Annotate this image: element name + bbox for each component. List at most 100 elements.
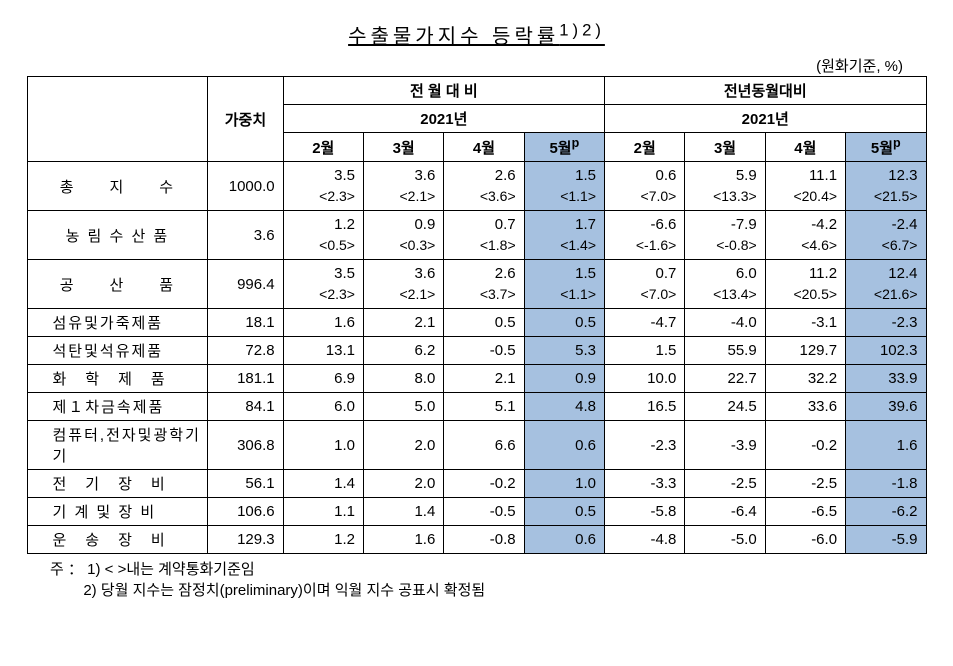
row-label: 제１차금속제품: [27, 393, 208, 421]
cell-value: -3.3: [605, 470, 685, 498]
table-row: 총 지 수1000.03.5<2.3>3.6<2.1>2.6<3.6>1.5<1…: [27, 162, 926, 211]
cell-value: 1.2: [283, 526, 363, 554]
cell-value: 2.1: [444, 365, 524, 393]
cell-weight: 1000.0: [208, 162, 283, 211]
row-label: 총 지 수: [27, 162, 208, 211]
note-1: 1) < >내는 계약통화기준임: [87, 561, 255, 578]
cell-value: 1.0: [283, 421, 363, 470]
cell-value: -0.8: [444, 526, 524, 554]
row-label: 공 산 품: [27, 260, 208, 309]
col-yoy: 전년동월대비: [605, 77, 926, 105]
col-year-yoy: 2021년: [605, 105, 926, 133]
col-label: [27, 77, 208, 162]
cell-value: -3.9: [685, 421, 765, 470]
row-label: 컴퓨터,전자및광학기기: [27, 421, 208, 470]
cell-value: 1.1: [283, 498, 363, 526]
col-month: 4월: [765, 133, 845, 162]
cell-value: 1.0: [524, 470, 604, 498]
row-label: 화 학 제 품: [27, 365, 208, 393]
col-month: 4월: [444, 133, 524, 162]
col-month: 5월p: [846, 133, 926, 162]
cell-value: 1.4: [363, 498, 443, 526]
cell-value: 2.0: [363, 470, 443, 498]
cell-value: 3.5<2.3>: [283, 162, 363, 211]
cell-value: 1.6: [363, 526, 443, 554]
cell-value: 0.6<7.0>: [605, 162, 685, 211]
cell-value: 0.9: [524, 365, 604, 393]
cell-value: -4.0: [685, 309, 765, 337]
cell-value: 1.6: [283, 309, 363, 337]
cell-weight: 181.1: [208, 365, 283, 393]
cell-weight: 18.1: [208, 309, 283, 337]
cell-value: 12.4<21.6>: [846, 260, 926, 309]
cell-value: 24.5: [685, 393, 765, 421]
cell-value: 16.5: [605, 393, 685, 421]
cell-weight: 306.8: [208, 421, 283, 470]
table-row: 섬유및가죽제품18.11.62.10.50.5-4.7-4.0-3.1-2.3: [27, 309, 926, 337]
row-label: 전 기 장 비: [27, 470, 208, 498]
cell-value: 102.3: [846, 337, 926, 365]
table-row: 기 계 및 장 비106.61.11.4-0.50.5-5.8-6.4-6.5-…: [27, 498, 926, 526]
title-text: 수출물가지수 등락률: [348, 26, 559, 48]
data-table: 가중치전 월 대 비전년동월대비2021년2021년2월3월4월5월p2월3월4…: [27, 76, 927, 554]
cell-value: -2.3: [846, 309, 926, 337]
cell-weight: 129.3: [208, 526, 283, 554]
row-label: 농 림 수 산 품: [27, 211, 208, 260]
cell-value: 3.6<2.1>: [363, 162, 443, 211]
cell-value: 1.5: [605, 337, 685, 365]
cell-value: 2.1: [363, 309, 443, 337]
cell-value: 5.9<13.3>: [685, 162, 765, 211]
cell-value: 0.7<7.0>: [605, 260, 685, 309]
cell-value: -2.3: [605, 421, 685, 470]
cell-value: 4.8: [524, 393, 604, 421]
table-row: 화 학 제 품181.16.98.02.10.910.022.732.233.9: [27, 365, 926, 393]
table-row: 컴퓨터,전자및광학기기306.81.02.06.60.6-2.3-3.9-0.2…: [27, 421, 926, 470]
cell-value: 11.1<20.4>: [765, 162, 845, 211]
cell-value: 1.4: [283, 470, 363, 498]
cell-value: 0.6: [524, 526, 604, 554]
col-month: 3월: [685, 133, 765, 162]
row-label: 운 송 장 비: [27, 526, 208, 554]
cell-value: 3.5<2.3>: [283, 260, 363, 309]
cell-value: 3.6<2.1>: [363, 260, 443, 309]
cell-value: 0.7<1.8>: [444, 211, 524, 260]
cell-value: 13.1: [283, 337, 363, 365]
cell-value: 6.6: [444, 421, 524, 470]
cell-value: 0.5: [444, 309, 524, 337]
unit-label: (원화기준, %): [20, 55, 903, 76]
cell-value: 6.0: [283, 393, 363, 421]
cell-value: -6.0: [765, 526, 845, 554]
cell-value: 0.5: [524, 309, 604, 337]
col-mom: 전 월 대 비: [283, 77, 604, 105]
col-month: 5월p: [524, 133, 604, 162]
cell-value: -7.9<-0.8>: [685, 211, 765, 260]
page-title: 수출물가지수 등락률1)2): [20, 20, 933, 49]
col-month: 2월: [283, 133, 363, 162]
col-weight: 가중치: [208, 77, 283, 162]
cell-value: 2.6<3.7>: [444, 260, 524, 309]
cell-value: 5.1: [444, 393, 524, 421]
cell-value: -0.5: [444, 337, 524, 365]
row-label: 기 계 및 장 비: [27, 498, 208, 526]
table-row: 공 산 품996.43.5<2.3>3.6<2.1>2.6<3.7>1.5<1.…: [27, 260, 926, 309]
cell-value: -0.2: [444, 470, 524, 498]
cell-value: -1.8: [846, 470, 926, 498]
cell-value: 1.2<0.5>: [283, 211, 363, 260]
cell-value: 0.9<0.3>: [363, 211, 443, 260]
cell-value: -4.7: [605, 309, 685, 337]
cell-value: 5.3: [524, 337, 604, 365]
cell-value: 8.0: [363, 365, 443, 393]
table-row: 운 송 장 비129.31.21.6-0.80.6-4.8-5.0-6.0-5.…: [27, 526, 926, 554]
cell-value: 1.6: [846, 421, 926, 470]
cell-value: 2.6<3.6>: [444, 162, 524, 211]
cell-value: -6.5: [765, 498, 845, 526]
note-2: 2) 당월 지수는 잠정치(preliminary)이며 익월 지수 공표시 확…: [83, 582, 485, 599]
cell-value: 1.5<1.1>: [524, 260, 604, 309]
cell-value: -5.0: [685, 526, 765, 554]
cell-value: 33.6: [765, 393, 845, 421]
cell-value: 1.7<1.4>: [524, 211, 604, 260]
cell-value: 0.6: [524, 421, 604, 470]
cell-value: -3.1: [765, 309, 845, 337]
cell-weight: 3.6: [208, 211, 283, 260]
title-sup: 1)2): [559, 20, 605, 39]
